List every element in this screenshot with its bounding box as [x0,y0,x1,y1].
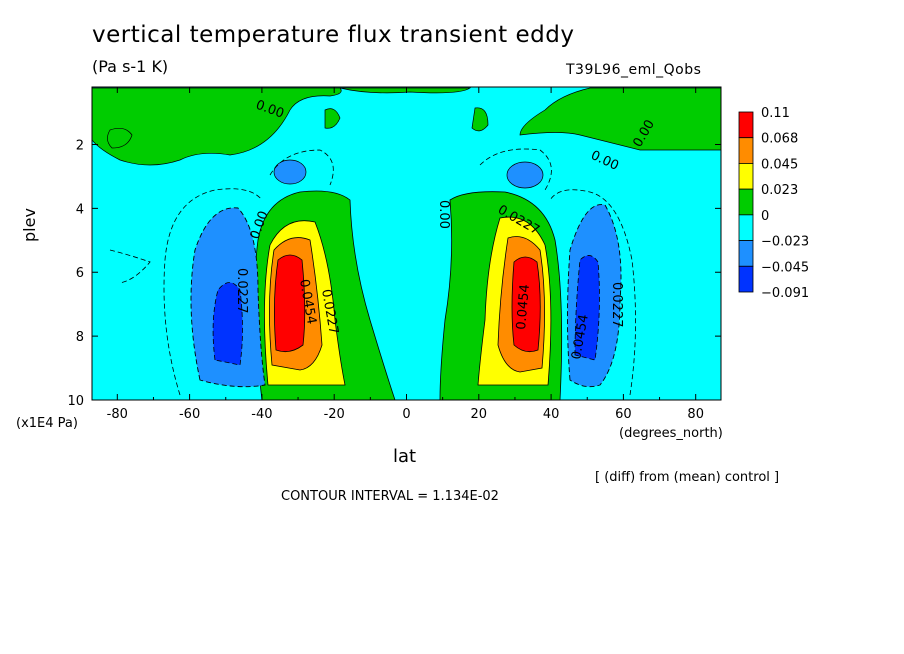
colorbar-label: −0.091 [761,286,809,301]
contour-field [92,87,721,400]
x-tick-label: 40 [543,407,560,422]
y-tick-label: 10 [67,394,84,409]
colorbar-swatch [738,214,754,241]
x-axis-ticks: -80 -60 -40 -20 0 20 40 60 80 [107,87,704,422]
contour-label: 0.0227 [609,282,624,328]
colorbar-label: 0.068 [761,132,798,147]
y-tick-label: 2 [76,138,84,153]
dashed-contour [269,149,334,186]
colorbar-label: 0.11 [761,106,790,121]
colorbar-swatch [738,111,754,139]
green-patch [339,87,472,94]
x-axis-unit: (degrees_north) [619,426,723,441]
experiment-name: T39L96_eml_Qobs [566,62,702,78]
colorbar-label: 0 [761,209,769,224]
x-tick-label: -80 [107,407,128,422]
positive-lobe-south [274,254,306,353]
colorbar-swatch [738,188,754,216]
dashed-contour [163,188,263,396]
y-axis-ticks: 2 4 6 8 10 [67,138,721,409]
y-axis-unit: (x1E4 Pa) [16,416,78,431]
x-tick-label: -20 [324,407,345,422]
contour-label: 0.00 [436,200,451,229]
green-patch [471,107,489,132]
y-tick-label: 6 [76,266,84,281]
x-axis-label: lat [393,446,417,467]
x-tick-label: -60 [179,407,200,422]
colorbar-swatch [738,240,754,267]
blue-blob [506,161,544,189]
negative-lobe-south [212,282,243,366]
positive-lobe-north [511,256,541,353]
colorbar-swatch [738,265,754,293]
green-patch [324,108,341,129]
colorbar: 0.11 0.068 0.045 0.023 0 −0.023 −0.045 −0.091 [738,106,809,301]
colorbar-label: 0.045 [761,157,798,172]
x-tick-label: 20 [471,407,488,422]
contour-interval: CONTOUR INTERVAL = 1.134E-02 [281,489,499,504]
y-tick-label: 4 [76,202,84,217]
x-tick-label: 80 [687,407,704,422]
blue-blob [273,159,307,185]
colorbar-label: −0.045 [761,260,809,275]
plot-title: vertical temperature flux transient eddy [92,22,575,48]
diff-note: [ (diff) from (mean) control ] [595,470,780,485]
green-patch [519,87,721,151]
colorbar-label: 0.023 [761,183,798,198]
colorbar-swatch [738,163,754,190]
x-tick-label: -40 [251,407,272,422]
x-tick-label: 60 [615,407,632,422]
contour-label: 0.0454 [514,284,533,331]
colorbar-label: −0.023 [761,235,809,250]
green-patch [92,87,342,166]
y-tick-label: 8 [76,330,84,345]
dashed-contour [109,249,151,284]
green-patch [107,128,133,149]
x-tick-label: 0 [402,407,410,422]
contour-label: 0.0227 [234,268,249,314]
plot-units: (Pa s-1 K) [92,57,169,76]
colorbar-swatch [738,137,754,164]
negative-lobe-north [574,255,600,361]
